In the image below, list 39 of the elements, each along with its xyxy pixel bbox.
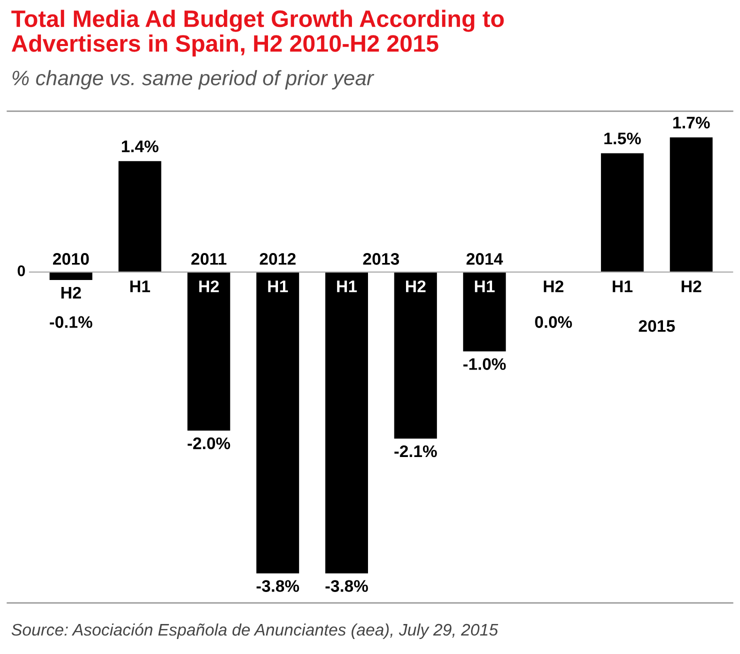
annotation: 2015 [638, 320, 675, 332]
x-tick-label: H2 [61, 286, 81, 298]
annotation: 2010 [52, 253, 89, 265]
annotation: 2011 [191, 253, 226, 265]
x-tick-label: H2 [544, 280, 564, 292]
x-tick-label: H2 [682, 280, 702, 292]
bar [394, 272, 437, 439]
chart-subtitle: % change vs. same period of prior year [12, 70, 374, 90]
bar [670, 137, 713, 272]
annotation: 2012 [260, 253, 296, 265]
source-note: Source: Asociación Española de Anunciantes (aea), July 29, 2015 [12, 623, 498, 639]
x-tick-label: H1 [268, 280, 288, 292]
data-label: 0.0% [535, 316, 572, 328]
bar [50, 272, 92, 280]
data-label: -2.1% [394, 445, 437, 458]
data-label: -3.8% [256, 580, 300, 592]
x-tick-label: H1 [474, 280, 495, 292]
bar [256, 272, 300, 574]
data-label: 1.7% [673, 116, 710, 128]
x-tick-label: H2 [406, 280, 426, 292]
chart-title: Total Media Ad Budget Growth According to Advertisers in Spain, H2 2010-H2 2015 [11, 10, 504, 56]
data-label: 1.4% [122, 140, 158, 152]
bar [325, 272, 368, 574]
bar [463, 272, 506, 352]
x-tick-label: H1 [337, 280, 357, 292]
x-tick-label: H2 [199, 280, 219, 292]
data-label: -2.0% [188, 437, 230, 450]
data-label: -0.1% [50, 316, 92, 328]
x-tick-label: H1 [612, 280, 633, 292]
data-label: -3.8% [326, 580, 368, 592]
x-tick-label: H1 [130, 280, 150, 292]
data-label: 1.5% [604, 132, 641, 144]
data-label: -1.0% [463, 358, 506, 370]
bar [187, 272, 230, 431]
text: 0 [18, 265, 25, 276]
annotation: 2014 [466, 253, 503, 265]
annotation: 2013 [363, 253, 400, 265]
bar [600, 153, 644, 272]
bar [118, 161, 162, 272]
